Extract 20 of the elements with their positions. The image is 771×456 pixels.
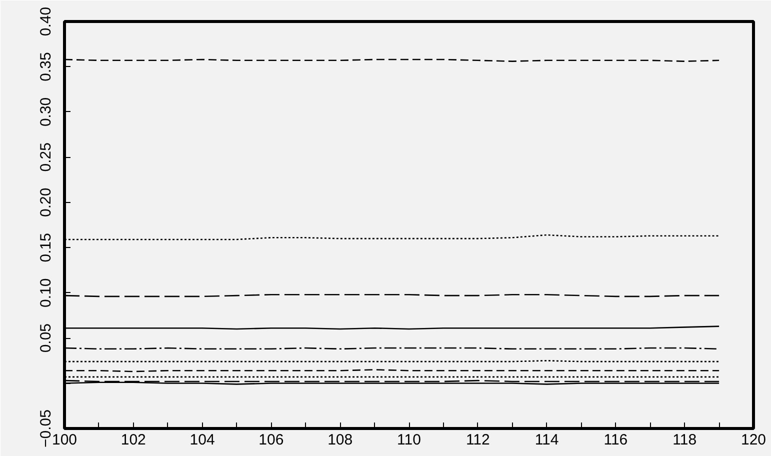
y-tick-label: 0.10 — [38, 278, 54, 308]
y-tick-label: 0.40 — [38, 6, 54, 36]
x-tick-label: 118 — [672, 432, 697, 448]
x-tick-label: 102 — [120, 432, 146, 448]
x-tick-label: 108 — [328, 432, 353, 448]
x-tick-label: 116 — [604, 432, 628, 448]
y-tick-label: 0.15 — [38, 233, 54, 262]
x-tick-label: 120 — [740, 432, 766, 448]
x-tick-label: 110 — [397, 432, 421, 448]
y-tick-label: 0.25 — [38, 142, 54, 172]
x-tick-label: 106 — [258, 432, 284, 448]
y-tick-label: 0.05 — [38, 323, 54, 353]
y-tick-label: −0.05 — [38, 410, 54, 448]
x-tick-label: 112 — [466, 432, 490, 448]
y-tick-label: 0.35 — [38, 52, 54, 82]
y-tick-label: 0.30 — [38, 97, 54, 127]
x-tick-label: 104 — [190, 432, 215, 448]
x-tick-label: 100 — [52, 432, 78, 448]
y-tick-label: 0.20 — [38, 188, 54, 217]
x-tick-label: 114 — [534, 432, 559, 448]
